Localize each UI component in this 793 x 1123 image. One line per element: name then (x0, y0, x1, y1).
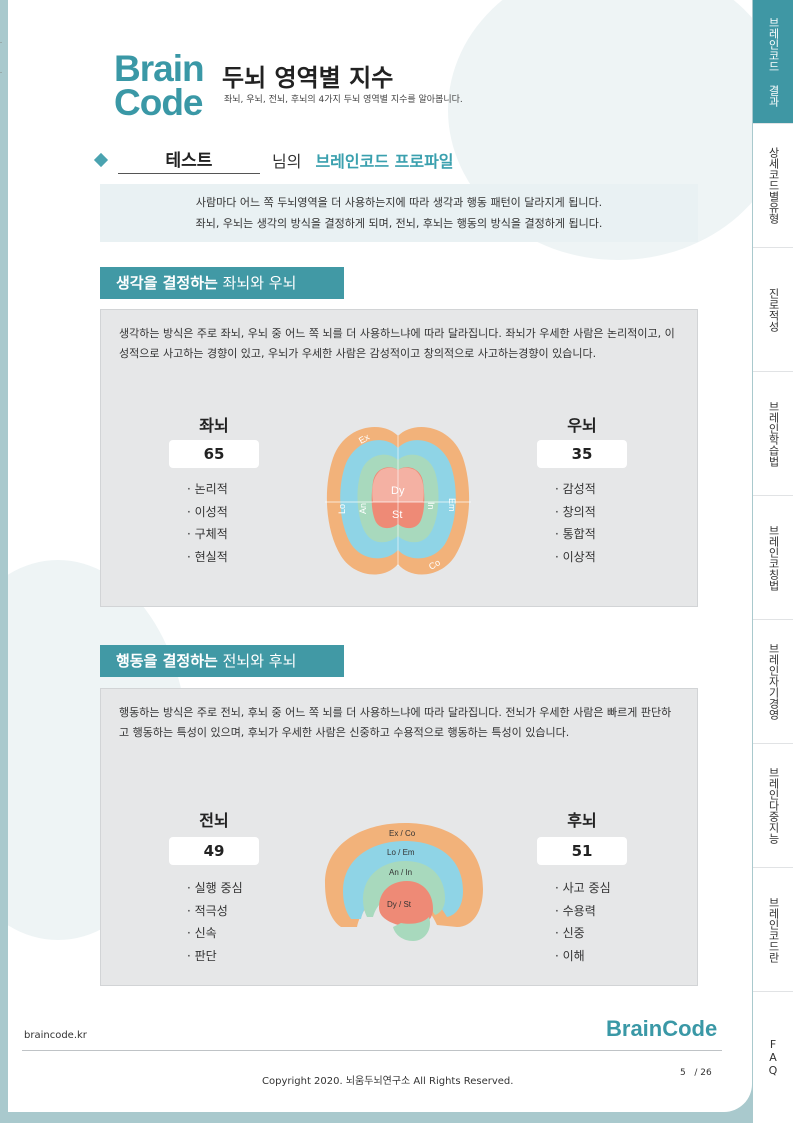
page-number: 5 / 26 (680, 1068, 712, 1078)
trait-item: 실행 중심 (187, 877, 243, 900)
intro-line: 좌뇌, 우뇌는 생각의 방식을 결정하게 되며, 전뇌, 후뇌는 행동의 방식을… (195, 217, 603, 230)
tab-detailed-code-types[interactable]: 상세코드별유형 (753, 124, 793, 248)
right-brain-score: 35 (537, 440, 627, 468)
front-brain-score: 49 (169, 837, 259, 865)
diamond-icon (93, 152, 109, 168)
label-lo-em: Lo / Em (387, 848, 415, 857)
right-brain-traits: 감성적 창의적 통합적 이상적 (555, 478, 596, 568)
trait-item: 현실적 (187, 546, 228, 569)
tab-brain-coaching[interactable]: 브레인코칭법 (753, 496, 793, 620)
green-stem (393, 917, 431, 941)
trait-item: 신중 (555, 922, 611, 945)
action-description: 행동하는 방식은 주로 전뇌, 후뇌 중 어느 쪽 뇌를 더 사용하느냐에 따라… (119, 706, 672, 739)
trait-item: 이성적 (187, 501, 228, 524)
profile-label: 브레인코드 프로파일 (315, 152, 454, 171)
back-brain-traits: 사고 중심 수용력 신중 이해 (555, 877, 611, 967)
trait-item: 적극성 (187, 900, 243, 923)
report-page: Brain Code 두뇌 영역별 지수 좌뇌, 우뇌, 전뇌, 후뇌의 4가지… (8, 0, 752, 1112)
left-brain-score: 65 (169, 440, 259, 468)
salmon-core (379, 881, 433, 927)
intro-line: 사람마다 어느 쪽 두뇌영역을 더 사용하는지에 따라 생각과 행동 패턴이 달… (195, 196, 603, 209)
footer-url[interactable]: braincode.kr (24, 1030, 87, 1041)
label-em: Em (447, 498, 457, 512)
brain-side-view-diagram: Ex / Co Lo / Em An / In Dy / St (325, 823, 483, 941)
front-brain-title: 전뇌 (199, 811, 229, 830)
trait-item: 판단 (187, 945, 243, 968)
trait-item: 구체적 (187, 523, 228, 546)
profile-heading: 테스트 님의 브레인코드 프로파일 (93, 146, 454, 174)
section-heading-action: 행동을 결정하는 전뇌와 후뇌 (100, 645, 344, 677)
tab-faq[interactable]: FAQ (766, 1038, 780, 1077)
margin-mark (0, 42, 2, 43)
trait-item: 감성적 (555, 478, 596, 501)
label-st: St (392, 509, 402, 521)
tab-brain-learning[interactable]: 브레인학습법 (753, 372, 793, 496)
action-panel: 행동하는 방식은 주로 전뇌, 후뇌 중 어느 쪽 뇌를 더 사용하느냐에 따라… (100, 688, 698, 986)
trait-item: 이상적 (555, 546, 596, 569)
thinking-description: 생각하는 방식은 주로 좌뇌, 우뇌 중 어느 쪽 뇌를 더 사용하느냐에 따라… (119, 327, 675, 360)
back-brain-title: 후뇌 (567, 811, 597, 830)
brain-top-view-diagram: Ex Lo An Dy St In Em Co (325, 426, 471, 575)
tab-what-is-braincode[interactable]: 브레인코드란 (753, 868, 793, 992)
section-tab-sidebar: 브레인코드 결과 상세코드별유형 진로적성 브레인학습법 브레인코칭법 브레인자… (753, 0, 793, 1123)
label-in: In (426, 502, 436, 510)
tab-braincode-result[interactable]: 브레인코드 결과 (753, 0, 793, 124)
trait-item: 통합적 (555, 523, 596, 546)
trait-item: 신속 (187, 922, 243, 945)
trait-item: 창의적 (555, 501, 596, 524)
tab-brain-multiple-intelligence[interactable]: 브레인다중지능 (753, 744, 793, 868)
label-dy: Dy (391, 485, 405, 497)
right-brain-title: 우뇌 (567, 416, 597, 435)
label-lo: Lo (337, 504, 347, 514)
copyright-text: Copyright 2020. 뇌움두뇌연구소 All Rights Reser… (262, 1076, 514, 1087)
left-brain-traits: 논리적 이성적 구체적 현실적 (187, 478, 228, 568)
thinking-panel: 생각하는 방식은 주로 좌뇌, 우뇌 중 어느 쪽 뇌를 더 사용하느냐에 따라… (100, 309, 698, 607)
label-dy-st: Dy / St (387, 900, 412, 909)
page-subtitle: 좌뇌, 우뇌, 전뇌, 후뇌의 4가지 두뇌 영역별 지수를 알아봅니다. (224, 95, 463, 105)
left-brain-title: 좌뇌 (199, 416, 229, 435)
tab-brain-self-management[interactable]: 브레인자기경영 (753, 620, 793, 744)
label-ex-co: Ex / Co (389, 829, 416, 838)
front-brain-traits: 실행 중심 적극성 신속 판단 (187, 877, 243, 967)
trait-item: 사고 중심 (555, 877, 611, 900)
intro-box: 사람마다 어느 쪽 두뇌영역을 더 사용하는지에 따라 생각과 행동 패턴이 달… (100, 184, 698, 242)
brand-logo: Brain Code (114, 48, 205, 123)
trait-item: 수용력 (555, 900, 611, 923)
label-co: Co (427, 557, 442, 571)
footer-brand-logo: BrainCode (606, 1016, 718, 1041)
trait-item: 이해 (555, 945, 611, 968)
label-ex: Ex (357, 432, 372, 446)
user-name-suffix: 님의 (272, 152, 302, 171)
tab-career-aptitude[interactable]: 진로적성 (753, 248, 793, 372)
section-heading-thinking: 생각을 결정하는 좌뇌와 우뇌 (100, 267, 344, 299)
label-an-in: An / In (389, 868, 412, 877)
label-an: An (358, 503, 368, 514)
back-brain-score: 51 (537, 837, 627, 865)
trait-item: 논리적 (187, 478, 228, 501)
page-title: 두뇌 영역별 지수 (222, 64, 394, 92)
margin-mark (0, 72, 2, 73)
footer-divider (22, 1050, 722, 1051)
user-name: 테스트 (118, 146, 260, 174)
